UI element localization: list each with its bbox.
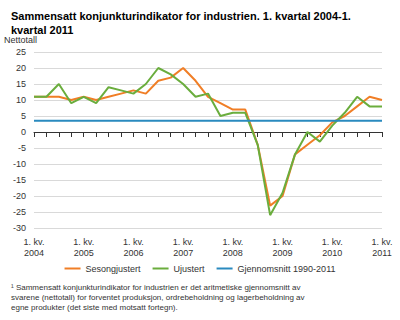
svg-text:15: 15 <box>16 79 26 89</box>
svg-text:2004: 2004 <box>24 248 44 258</box>
svg-text:2006: 2006 <box>123 248 143 258</box>
svg-text:1. kv.: 1. kv. <box>24 237 45 247</box>
svg-text:1. kv.: 1. kv. <box>372 237 393 247</box>
svg-text:-30: -30 <box>13 223 26 233</box>
svg-text:Sesongjustert: Sesongjustert <box>86 264 142 274</box>
svg-text:0: 0 <box>21 127 26 137</box>
svg-text:-25: -25 <box>13 207 26 217</box>
svg-text:Nettotall: Nettotall <box>4 35 37 45</box>
svg-text:1. kv.: 1. kv. <box>173 237 194 247</box>
svg-text:1. kv.: 1. kv. <box>322 237 343 247</box>
svg-text:2007: 2007 <box>173 248 193 258</box>
svg-text:1. kv.: 1. kv. <box>222 237 243 247</box>
svg-text:2011: 2011 <box>372 248 391 258</box>
svg-text:1. kv.: 1. kv. <box>73 237 94 247</box>
svg-text:kvartal 2011: kvartal 2011 <box>11 24 73 36</box>
svg-text:-5: -5 <box>18 143 26 153</box>
svg-text:10: 10 <box>16 95 26 105</box>
svg-text:-20: -20 <box>13 191 26 201</box>
svg-text:Ujustert: Ujustert <box>174 264 206 274</box>
svg-text:Sammensatt konjunkturindikator: Sammensatt konjunkturindikator for indus… <box>11 10 354 22</box>
svg-text:2008: 2008 <box>223 248 243 258</box>
svg-text:Gjennomsnitt 1990-2011: Gjennomsnitt 1990-2011 <box>238 264 336 274</box>
svg-text:2009: 2009 <box>273 248 293 258</box>
svg-text:2005: 2005 <box>74 248 94 258</box>
svg-text:egne produkter (det siste med: egne produkter (det siste med motsatt fo… <box>11 303 178 312</box>
svg-text:2010: 2010 <box>322 248 342 258</box>
svg-text:svarene (nettotall) for forven: svarene (nettotall) for forventet produk… <box>11 293 307 302</box>
svg-text:5: 5 <box>21 111 26 121</box>
svg-text:¹ Sammensatt konjunkturindikat: ¹ Sammensatt konjunkturindikator for ind… <box>11 283 303 292</box>
svg-text:-10: -10 <box>13 159 26 169</box>
svg-text:-15: -15 <box>13 175 26 185</box>
svg-text:25: 25 <box>16 47 26 57</box>
svg-text:20: 20 <box>16 63 26 73</box>
svg-text:1. kv.: 1. kv. <box>272 237 293 247</box>
svg-text:1. kv.: 1. kv. <box>123 237 144 247</box>
